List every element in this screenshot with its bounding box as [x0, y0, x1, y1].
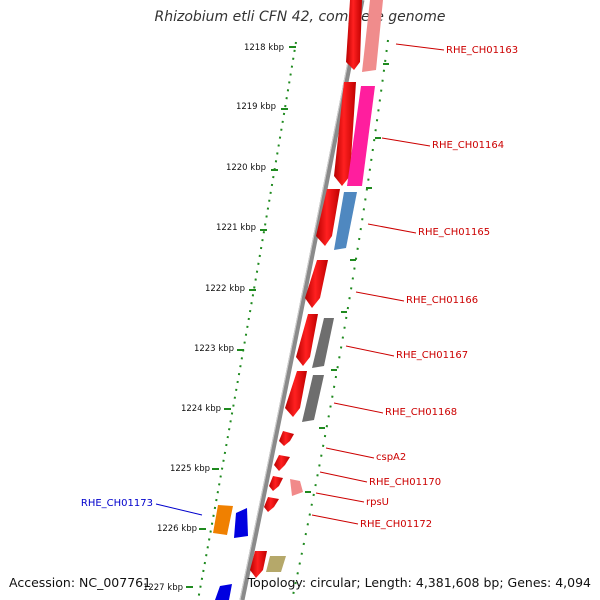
gene-label-rhe-ch01163[interactable]: RHE_CH01163 [446, 45, 518, 56]
leader-rpsu [315, 492, 365, 503]
gene-arrow-rpsu[interactable] [269, 476, 283, 491]
tick-label-1219: 1219 kbp [236, 102, 276, 112]
ruler-tick-labels: 1218 kbp 1219 kbp 1220 kbp 1221 kbp 1222… [143, 43, 284, 593]
leader-rhe-ch01166 [355, 291, 405, 302]
leader-rhe-ch01168 [333, 402, 384, 414]
tick-label-1222: 1222 kbp [205, 284, 245, 294]
leader-rhe-ch01167 [345, 345, 395, 357]
feature-magenta-1164[interactable] [347, 86, 375, 186]
gene-label-rhe-ch01164[interactable]: RHE_CH01164 [432, 140, 504, 151]
leader-cspa2 [325, 447, 375, 459]
tick-label-1227: 1227 kbp [143, 583, 183, 593]
outer-feature-track [291, 39, 389, 600]
gene-label-cspa2[interactable]: cspA2 [376, 452, 406, 463]
gene-arrow-rhe-ch01165[interactable] [316, 189, 340, 246]
gene-label-rhe-ch01166[interactable]: RHE_CH01166 [406, 295, 478, 306]
tick-label-1225: 1225 kbp [170, 464, 210, 474]
gene-arrow-rhe-ch01170[interactable] [274, 455, 290, 471]
leader-rhe-ch01164 [381, 137, 431, 147]
gene-arrow-rhe-ch01164[interactable] [334, 82, 356, 186]
feature-steelblue-1165[interactable] [334, 192, 357, 250]
gene-arrow-cspa2[interactable] [279, 431, 294, 446]
feature-gray-1168[interactable] [302, 375, 324, 422]
outer-track-ticks [305, 63, 389, 493]
gene-label-rhe-ch01173[interactable]: RHE_CH01173 [81, 498, 153, 509]
feature-blue-1173[interactable] [234, 508, 248, 538]
gene-label-rhe-ch01172[interactable]: RHE_CH01172 [360, 519, 432, 530]
feature-olive-lower[interactable] [266, 556, 286, 572]
gene-label-rhe-ch01167[interactable]: RHE_CH01167 [396, 350, 468, 361]
leader-rhe-ch01173 [155, 503, 203, 516]
ruler-ticks [186, 46, 296, 588]
tick-label-1221: 1221 kbp [216, 223, 256, 233]
tick-label-1220: 1220 kbp [226, 163, 266, 173]
leader-rhe-ch01165 [367, 223, 417, 234]
gene-arrow-rhe-ch01167[interactable] [296, 314, 318, 366]
gene-labels: RHE_CH01163 RHE_CH01164 RHE_CH01165 RHE_… [81, 45, 518, 530]
gene-label-rhe-ch01168[interactable]: RHE_CH01168 [385, 407, 457, 418]
leader-rhe-ch01163 [395, 43, 445, 51]
tick-label-1223: 1223 kbp [194, 344, 234, 354]
gene-arrow-lower[interactable] [250, 551, 267, 578]
leader-rhe-ch01170 [319, 471, 368, 483]
gene-label-rpsu[interactable]: rpsU [366, 497, 389, 508]
gene-arrow-rhe-ch01168[interactable] [285, 371, 307, 417]
tick-label-1226: 1226 kbp [157, 524, 197, 534]
gene-arrow-rhe-ch01172[interactable] [264, 497, 279, 512]
gene-label-rhe-ch01165[interactable]: RHE_CH01165 [418, 227, 490, 238]
feature-blocks [213, 0, 383, 600]
genome-backbone-shine [239, 0, 361, 600]
forward-gene-arrows [250, 0, 362, 578]
gene-arrow-rhe-ch01163[interactable] [346, 0, 362, 70]
feature-lightred-rpsu[interactable] [290, 479, 303, 496]
feature-pink-1163[interactable] [362, 0, 383, 72]
tick-label-1224: 1224 kbp [181, 404, 221, 414]
genome-summary-text: Topology: circular; Length: 4,381,608 bp… [247, 575, 591, 590]
feature-blue-bottom[interactable] [215, 584, 232, 600]
accession-text: Accession: NC_007761 [9, 575, 152, 590]
feature-orange-1173[interactable] [213, 505, 233, 535]
tick-label-1218: 1218 kbp [244, 43, 284, 53]
leader-lines [155, 43, 445, 525]
leader-rhe-ch01172 [311, 514, 359, 525]
gene-label-rhe-ch01170[interactable]: RHE_CH01170 [369, 477, 441, 488]
feature-gray-1167[interactable] [312, 318, 334, 368]
gene-arrow-rhe-ch01166[interactable] [305, 260, 328, 308]
